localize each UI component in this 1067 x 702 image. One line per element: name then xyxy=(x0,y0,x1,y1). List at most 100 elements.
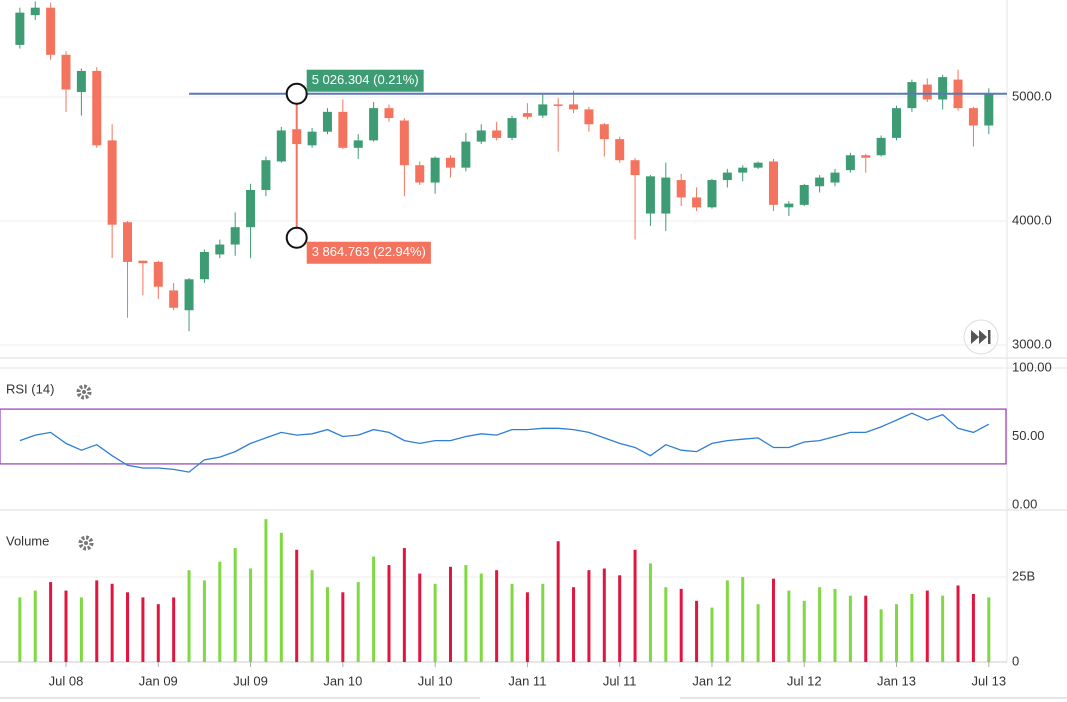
volume-bar xyxy=(556,541,560,662)
rsi-settings[interactable] xyxy=(76,384,92,400)
candle-body xyxy=(892,108,902,138)
measure-handle xyxy=(285,226,308,249)
x-tick-label: Jan 11 xyxy=(508,673,546,688)
volume-bar xyxy=(664,587,668,662)
volume-bar xyxy=(79,597,83,662)
y-tick-label: 5000.0 xyxy=(1012,88,1052,103)
level-label-bg xyxy=(306,69,424,92)
volume-bar xyxy=(18,597,22,662)
volume-bar xyxy=(510,583,514,662)
volume-bar xyxy=(126,592,130,662)
volume-bar xyxy=(156,604,160,662)
x-tick-label: Jul 08 xyxy=(49,673,84,688)
candle-body xyxy=(984,93,994,126)
volume-bar xyxy=(787,590,791,662)
volume-bar xyxy=(64,590,68,662)
candle-body xyxy=(61,54,71,90)
candle-body xyxy=(784,203,794,208)
candle-body xyxy=(353,140,363,148)
volume-bar xyxy=(956,585,960,662)
volume-bar xyxy=(618,575,622,662)
candle-body xyxy=(615,139,625,161)
candle-body xyxy=(307,131,317,146)
volume-settings[interactable] xyxy=(78,535,94,551)
volume-bar xyxy=(95,580,99,662)
candle-body xyxy=(876,137,886,156)
x-tick-label: Jul 10 xyxy=(418,673,453,688)
candle-body xyxy=(553,104,563,106)
rsi-title: RSI (14) xyxy=(6,381,54,396)
volume-bar xyxy=(864,595,868,662)
candle-body xyxy=(830,172,840,183)
level-label: 5 026.304 (0.21%) xyxy=(312,72,419,87)
candle-body xyxy=(199,251,209,280)
candle-body xyxy=(492,130,502,138)
volume-bar xyxy=(495,570,499,662)
measure-handle xyxy=(285,82,308,105)
volume-bar xyxy=(941,595,945,662)
x-tick-label: Jan 12 xyxy=(692,673,731,688)
volume-bar xyxy=(848,595,852,662)
volume-bar xyxy=(818,587,822,662)
y-tick-label: 25B xyxy=(1012,568,1035,583)
volume-bar xyxy=(895,604,899,662)
candle-body xyxy=(92,70,102,146)
volume-bar xyxy=(310,570,314,662)
y-tick-label: 4000.0 xyxy=(1012,212,1052,227)
volume-bar xyxy=(525,592,529,662)
volume-bar xyxy=(910,593,914,662)
candle-body xyxy=(676,180,686,198)
x-tick-label: Jul 09 xyxy=(233,673,268,688)
volume-bar xyxy=(110,583,114,662)
volume-settings-hub xyxy=(84,541,88,545)
volume-bar xyxy=(33,590,37,662)
rsi-line xyxy=(19,412,990,473)
scroll-to-end-button[interactable] xyxy=(963,319,999,355)
candle-body xyxy=(845,155,855,171)
candle-body xyxy=(369,108,379,141)
candle-body xyxy=(753,162,763,168)
y-tick-label: 0 xyxy=(1012,653,1019,668)
volume-bar xyxy=(49,582,53,662)
volume-bar xyxy=(725,580,729,662)
candle-body xyxy=(215,244,225,255)
volume-bar xyxy=(233,548,237,662)
candle-body xyxy=(107,140,117,225)
candle-body xyxy=(246,189,256,228)
candle-body xyxy=(169,290,179,308)
volume-bar xyxy=(925,590,929,662)
volume-bar xyxy=(695,600,699,662)
candle-body xyxy=(584,109,594,125)
volume-bar xyxy=(679,588,683,662)
volume-bar xyxy=(987,597,991,662)
volume-bar xyxy=(449,566,452,662)
candle-body xyxy=(446,157,455,168)
candle-body xyxy=(384,108,394,119)
volume-bar xyxy=(971,593,975,662)
x-tick-label: Jan 13 xyxy=(877,673,916,688)
candle-body xyxy=(968,108,978,126)
candle-body xyxy=(661,177,671,214)
candle-body xyxy=(507,118,517,138)
x-tick-label: Jul 12 xyxy=(787,673,822,688)
y-tick-label: 0.00 xyxy=(1012,496,1037,511)
measure-label: 3 864.763 (22.94%) xyxy=(312,244,426,259)
volume-bar xyxy=(879,609,883,662)
volume-bar xyxy=(648,563,652,662)
candle-body xyxy=(799,185,809,205)
volume-bar xyxy=(141,597,145,662)
candle-body xyxy=(276,130,286,162)
candle-body xyxy=(46,7,56,55)
candle-body xyxy=(15,12,25,45)
y-tick-label: 50.00 xyxy=(1012,428,1045,443)
volume-bar xyxy=(587,570,591,662)
candle-body xyxy=(184,279,194,311)
candle-body xyxy=(738,167,748,173)
volume-bar xyxy=(602,568,606,662)
measure-label-bg xyxy=(306,241,431,264)
volume-bar xyxy=(756,604,760,662)
volume-bar xyxy=(341,592,345,662)
candle-body xyxy=(415,165,425,183)
candle-body xyxy=(907,82,917,109)
